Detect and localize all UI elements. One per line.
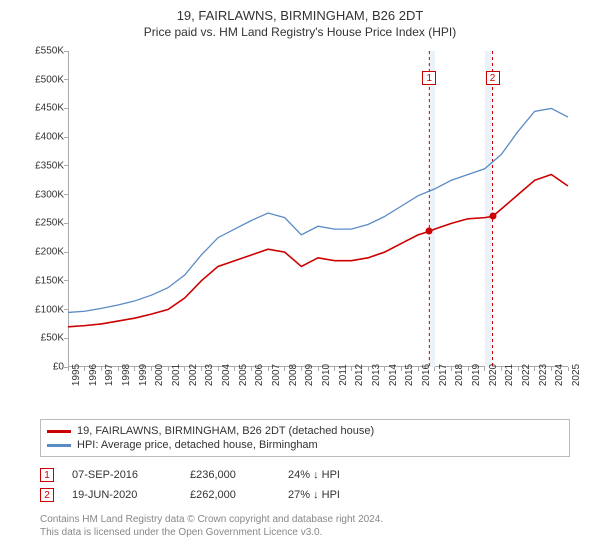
title-line1: 19, FAIRLAWNS, BIRMINGHAM, B26 2DT — [0, 8, 600, 23]
title-line2: Price paid vs. HM Land Registry's House … — [0, 25, 600, 39]
legend-label: HPI: Average price, detached house, Birm… — [77, 439, 318, 451]
series-line — [68, 108, 568, 312]
sale-diff: 27% ↓ HPI — [288, 489, 378, 501]
sale-date: 07-SEP-2016 — [72, 469, 172, 481]
sales-table: 1 07-SEP-2016 £236,000 24% ↓ HPI 2 19-JUN-202… — [40, 465, 590, 505]
chart-title-area: 19, FAIRLAWNS, BIRMINGHAM, B26 2DT Price… — [0, 0, 600, 43]
sale-price: £236,000 — [190, 469, 270, 481]
legend-item: HPI: Average price, detached house, Birm… — [47, 438, 563, 452]
footer-line1: Contains HM Land Registry data © Crown c… — [40, 513, 590, 526]
footer-attribution: Contains HM Land Registry data © Crown c… — [40, 513, 590, 539]
footer-line2: This data is licensed under the Open Gov… — [40, 526, 590, 539]
sale-row: 2 19-JUN-2020 £262,000 27% ↓ HPI — [40, 485, 590, 505]
sale-diff: 24% ↓ HPI — [288, 469, 378, 481]
legend-swatch — [47, 444, 71, 447]
series-line — [68, 175, 568, 327]
series-svg — [20, 43, 580, 413]
legend-item: 19, FAIRLAWNS, BIRMINGHAM, B26 2DT (deta… — [47, 424, 563, 438]
sale-price: £262,000 — [190, 489, 270, 501]
sale-marker: 2 — [40, 488, 54, 502]
sale-point-dot — [426, 228, 433, 235]
legend-swatch — [47, 430, 71, 433]
sale-marker: 1 — [40, 468, 54, 482]
sale-date: 19-JUN-2020 — [72, 489, 172, 501]
sale-row: 1 07-SEP-2016 £236,000 24% ↓ HPI — [40, 465, 590, 485]
sale-point-dot — [489, 213, 496, 220]
chart-area: 12£0£50K£100K£150K£200K£250K£300K£350K£4… — [20, 43, 580, 413]
legend: 19, FAIRLAWNS, BIRMINGHAM, B26 2DT (deta… — [40, 419, 570, 457]
legend-label: 19, FAIRLAWNS, BIRMINGHAM, B26 2DT (deta… — [77, 425, 374, 437]
